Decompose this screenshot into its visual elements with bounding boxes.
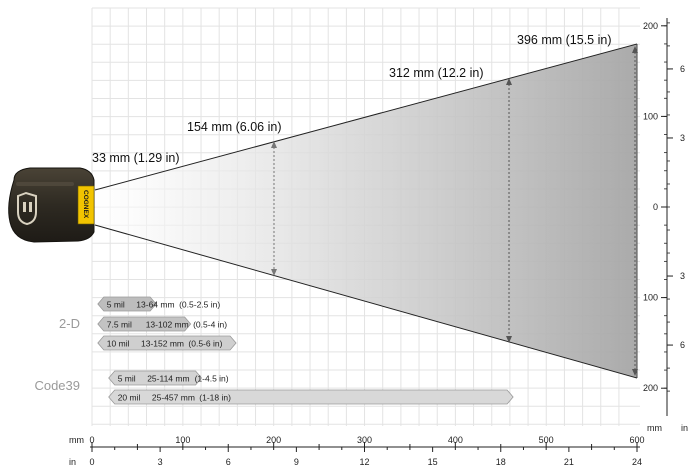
field-label-33mm: 33 mm (1.29 in)	[92, 151, 180, 165]
bottom-axis-in-tick: 15	[428, 457, 438, 467]
range-bar-mm: 13-152 mm	[141, 339, 184, 349]
range-bar: 5 mil 25-114 mm (1-4.5 in)	[108, 370, 229, 386]
range-bar-in: (0.5-4 in)	[193, 320, 227, 330]
right-axis-in-tick: 3	[680, 133, 685, 143]
right-axis-in-unit: in	[681, 423, 688, 433]
bottom-axis-in-tick: 6	[226, 457, 231, 467]
bottom-axis-in-tick: 12	[359, 457, 369, 467]
field-label-396mm: 396 mm (15.5 in)	[517, 33, 611, 47]
right-axis-in-tick: 6	[680, 64, 685, 74]
range-bar-mm: 25-457 mm	[152, 393, 195, 403]
field-of-view-top-edge	[94, 43, 638, 191]
range-bar-in: (1-18 in)	[199, 393, 231, 403]
dimension-312mm	[506, 78, 512, 343]
range-bar: 10 mil 13-152 mm (0.5-6 in)	[97, 335, 237, 351]
range-bars: 2-D 5 mil 13-64 mm (0.5-2.5 in) 7.5 mil 13-10…	[34, 296, 514, 405]
bottom-axis-mm-tick: 500	[539, 435, 554, 445]
reader-logo: COGNEX	[82, 190, 89, 219]
group-label: Code39	[34, 378, 80, 393]
right-axis-mm-tick: 100	[643, 111, 658, 121]
range-group-code39: Code39 5 mil 25-114 mm (1-4.5 in) 20 mil 25-4…	[34, 370, 514, 405]
dimension-154mm	[271, 141, 277, 276]
field-of-view-bottom-edge	[94, 224, 638, 379]
range-bar-in: (0.5-6 in)	[188, 339, 222, 349]
field-of-view-cone	[95, 44, 637, 378]
dimension-396mm	[632, 46, 638, 376]
range-group-2d: 2-D 5 mil 13-64 mm (0.5-2.5 in) 7.5 mil 13-10…	[59, 296, 237, 351]
range-bar: 5 mil 13-64 mm (0.5-2.5 in)	[97, 296, 220, 312]
range-bar: 20 mil 25-457 mm (1-18 in)	[108, 389, 514, 405]
range-bar-mm: 13-64 mm	[136, 300, 174, 310]
range-bar: 7.5 mil 13-102 mm (0.5-4 in)	[97, 316, 227, 332]
field-label-154mm: 154 mm (6.06 in)	[187, 120, 281, 134]
range-bar-mil: 20 mil	[118, 393, 141, 403]
range-bar-mm: 13-102 mm	[146, 320, 189, 330]
bottom-axis-mm-tick: 100	[175, 435, 190, 445]
bottom-axis-in-tick: 0	[89, 457, 94, 467]
bottom-axis-mm-tick: 200	[266, 435, 281, 445]
group-label: 2-D	[59, 316, 80, 331]
range-bar-in: (1-4.5 in)	[195, 374, 229, 384]
range-bar-mil: 5 mil	[118, 374, 136, 384]
bottom-axis-mm-tick: 600	[629, 435, 644, 445]
right-axis-mm-tick: 100	[643, 293, 658, 303]
bottom-axis-in-tick: 24	[632, 457, 642, 467]
bottom-axis-in-tick: 3	[158, 457, 163, 467]
reader-emblem-icon	[17, 191, 37, 226]
right-axis-in-tick: 6	[680, 340, 685, 350]
bottom-axis-mm-tick: 400	[448, 435, 463, 445]
range-bar-mil: 5 mil	[107, 300, 125, 310]
bottom-axis-in-unit: in	[69, 457, 76, 467]
barcode-reader-device: COGNEX	[8, 167, 95, 243]
bottom-axis-in-tick: 9	[294, 457, 299, 467]
right-axis-mm-tick: 200	[643, 21, 658, 31]
right-axis-mm-tick: 200	[643, 383, 658, 393]
right-axis-mm-unit: mm	[647, 423, 662, 433]
range-bar-mil: 10 mil	[107, 339, 130, 349]
right-axis-mm-tick: 0	[653, 202, 658, 212]
bottom-axis-mm-tick: 300	[357, 435, 372, 445]
range-bar-mm: 25-114 mm	[147, 374, 189, 384]
bottom-axis-in-tick: 18	[496, 457, 506, 467]
range-bar-mil: 7.5 mil	[107, 320, 132, 330]
range-bar-in: (0.5-2.5 in)	[179, 300, 220, 310]
bottom-axis-in-tick: 21	[564, 457, 574, 467]
field-label-312mm: 312 mm (12.2 in)	[389, 66, 483, 80]
right-axes: 200 100 0 100 200 6 3 3 6 mm in	[643, 18, 688, 433]
bottom-axis-mm-unit: mm	[69, 435, 84, 445]
bottom-axes: mm in 0 100 200 300 400 500 600 0 3 6 9 12 15 18 21 24	[69, 435, 645, 467]
bottom-axis-mm-tick: 0	[89, 435, 94, 445]
right-axis-in-tick: 3	[680, 271, 685, 281]
